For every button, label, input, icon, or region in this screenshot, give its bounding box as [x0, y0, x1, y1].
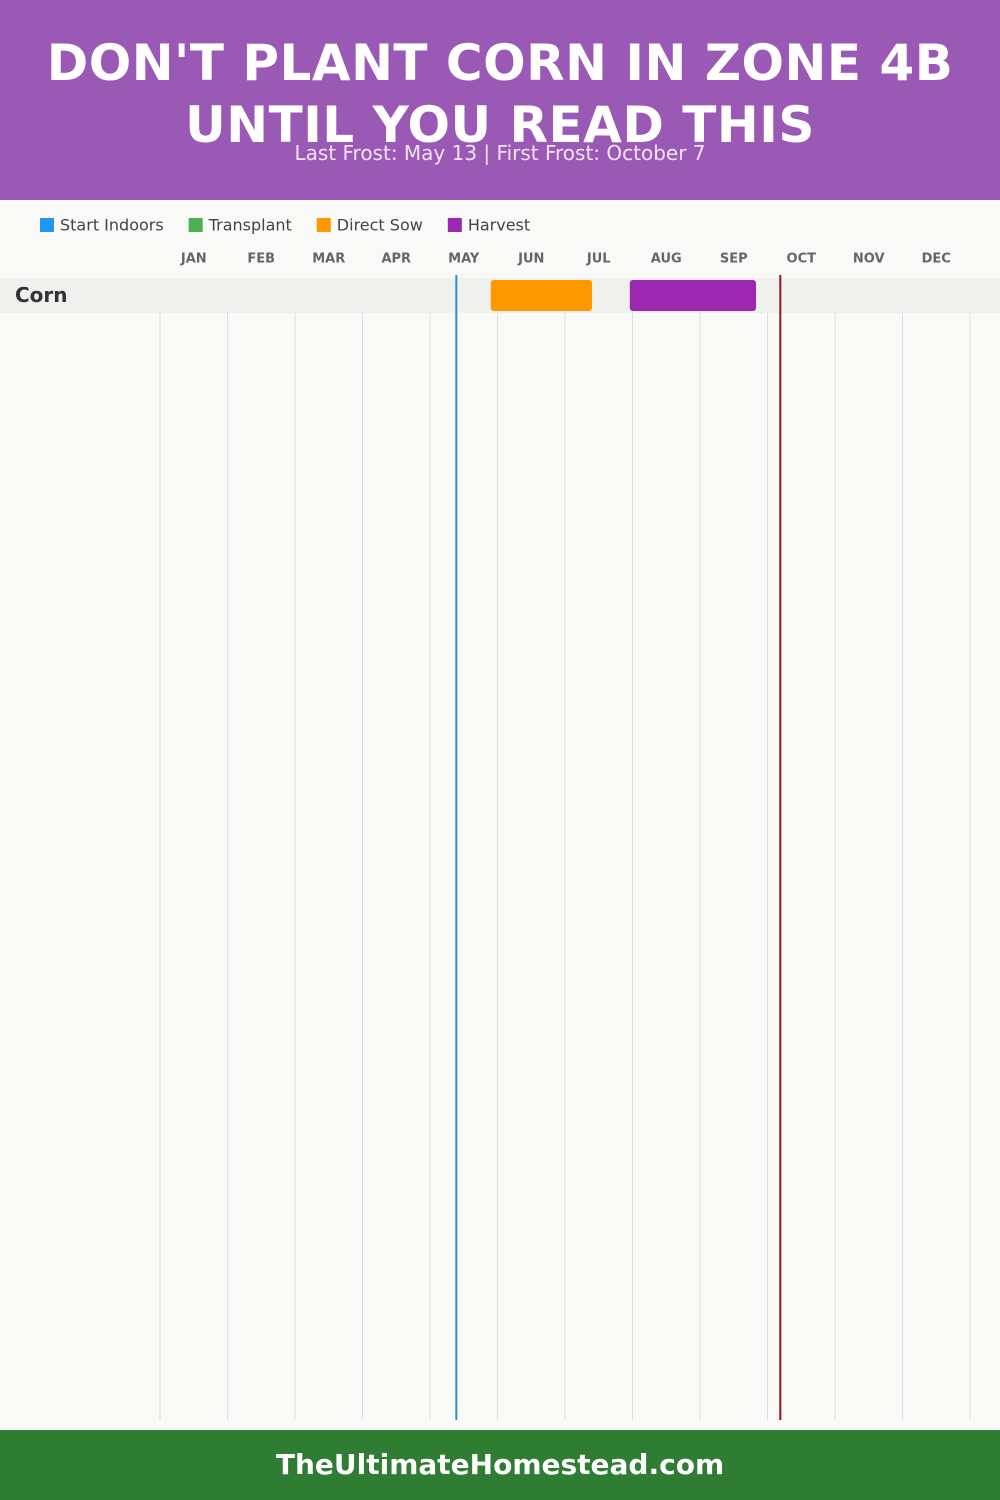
legend-swatch — [188, 218, 203, 232]
row-label: Corn — [15, 283, 68, 307]
chart-title: DON'T PLANT CORN IN ZONE 4B UNTIL YOU RE… — [46, 34, 954, 154]
legend-label: Harvest — [468, 216, 530, 235]
chart-subtitle: Last Frost: May 13 | First Frost: Octobe… — [294, 141, 706, 165]
x-tick-label: NOV — [853, 252, 885, 267]
x-tick-label: FEB — [247, 252, 275, 267]
x-tick-label: APR — [381, 252, 411, 267]
header: DON'T PLANT CORN IN ZONE 4B UNTIL YOU RE… — [0, 0, 1000, 200]
legend-label: Direct Sow — [337, 216, 423, 235]
legend-swatch — [447, 218, 462, 232]
legend-label: Transplant — [208, 216, 292, 235]
x-tick-label: OCT — [787, 252, 817, 267]
legend-swatch — [40, 218, 54, 232]
legend-swatch — [316, 218, 331, 232]
legend-label: Start Indoors — [60, 216, 164, 235]
bar — [490, 280, 592, 311]
x-tick-label: JUL — [586, 252, 611, 267]
x-tick-label: MAR — [312, 252, 345, 267]
footer: TheUltimateHomestead.com — [0, 1430, 1000, 1500]
x-tick-label: JAN — [180, 252, 207, 267]
x-tick-label: SEP — [720, 252, 748, 267]
x-tick-label: DEC — [922, 252, 951, 267]
x-tick-label: MAY — [448, 252, 480, 267]
x-tick-label: JUN — [517, 252, 544, 267]
bar — [629, 280, 757, 311]
x-tick-label: AUG — [651, 252, 682, 267]
